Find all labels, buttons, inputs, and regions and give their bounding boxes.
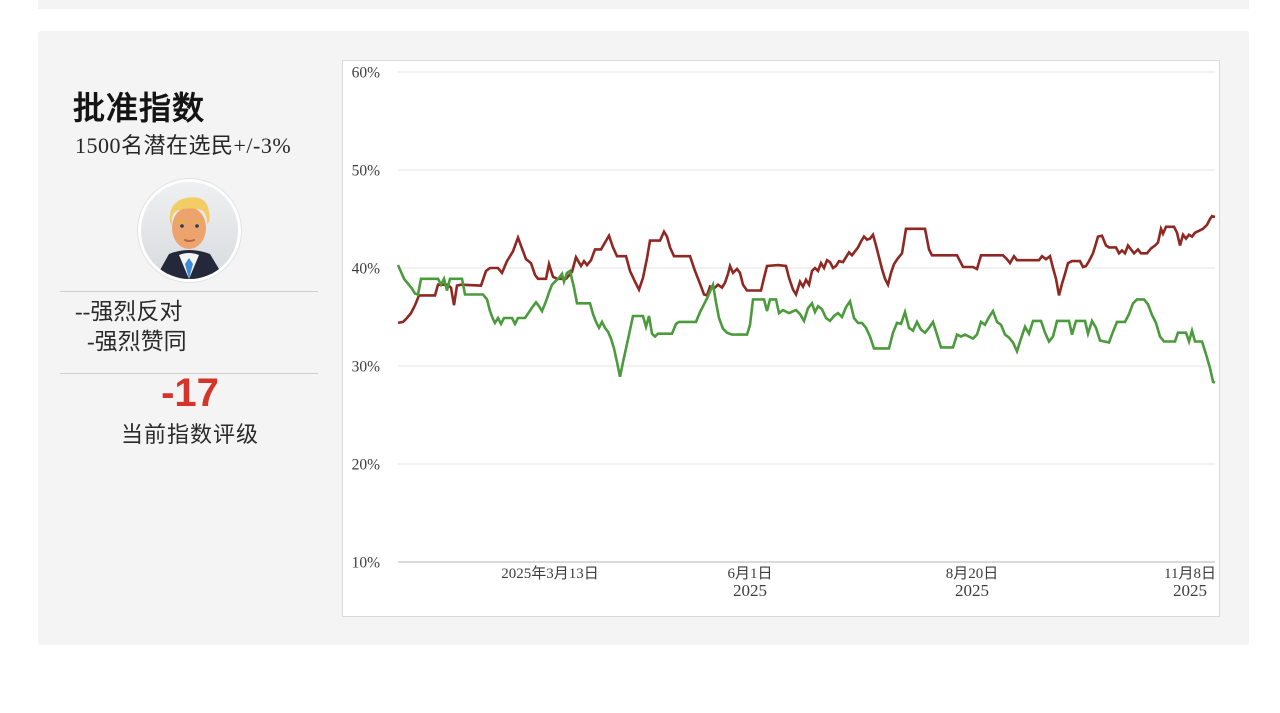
legend-label: 强烈赞同 [94,329,187,354]
right-eyebrow [193,220,202,223]
sample-subtitle: 1500名潜在选民+/-3% [75,133,292,158]
right-eye [195,224,199,228]
y-tick-label: 10% [352,555,381,572]
legend-item-approve: -强烈赞同 [75,327,187,357]
approval-index-card: 批准指数 1500名潜在选民+/-3% [38,31,1249,645]
left-eyebrow [177,220,186,223]
y-tick-label: 20% [352,457,381,474]
approval-trend-chart: 60%50%40%30%20%10%2025年3月13日 6月1日20258月20… [352,65,1216,601]
legend-item-oppose: --强烈反对 [75,297,187,327]
summary-panel: 批准指数 1500名潜在选民+/-3% [38,31,342,645]
legend-label: 强烈反对 [90,299,183,324]
previous-card-edge [38,0,1249,9]
legend: --强烈反对 -强烈赞同 [75,297,187,357]
x-tick-label: 8月20日 [946,566,999,582]
trump-avatar [141,182,238,279]
x-tick-label: 2025年3月13日 [501,565,599,582]
legend-dash: -- [75,299,91,324]
legend-dash: - [87,329,95,354]
y-tick-label: 40% [352,261,381,278]
line-strongly-oppose [397,214,1216,325]
y-tick-label: 60% [352,65,381,82]
line-strongly-approve [396,264,1216,384]
x-tick-year-label: 2025 [733,581,767,600]
chart-panel: 60% 50% 40% 30% 20% 10% 2025年3月13日 6月1日 2025 8月20… [342,60,1220,617]
divider [60,291,318,292]
divider [60,373,318,374]
x-tick-label: 6月1日 [727,566,772,582]
x-tick-year-label: 2025 [955,581,989,600]
tie [185,258,193,279]
x-tick-year-label: 2025 [1173,581,1207,600]
mouth [184,239,195,242]
y-tick-label: 50% [352,163,381,180]
face [172,207,206,249]
current-index-score: -17 [161,371,219,415]
score-caption: 当前指数评级 [120,422,259,447]
page-title: 批准指数 [73,90,206,126]
trump-portrait-image [141,182,238,279]
y-tick-label: 30% [352,359,381,376]
hair [169,197,210,226]
left-eye [180,224,184,228]
x-tick-label: 11月8日 [1164,566,1216,582]
